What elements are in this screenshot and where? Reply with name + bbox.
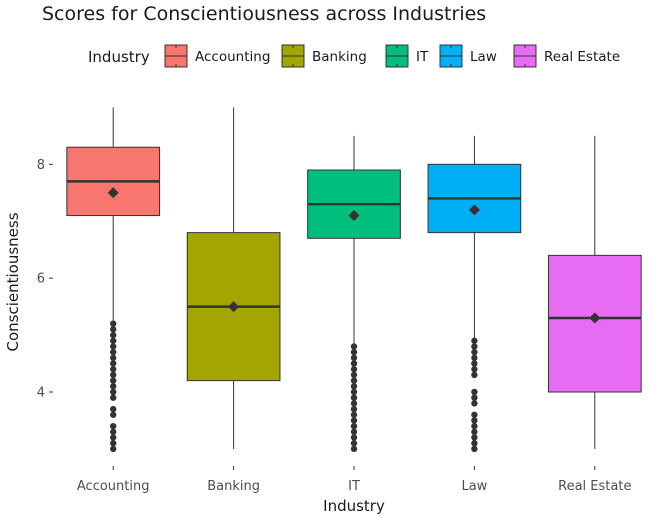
plot-area [66, 107, 642, 453]
outlier-point [350, 360, 358, 367]
legend-entry-accounting: Accounting [164, 44, 270, 68]
y-tick-label: 4 [37, 386, 45, 401]
y-tick-label: 6 [37, 272, 45, 287]
outlier-point [471, 434, 478, 441]
outlier-point [110, 331, 117, 339]
outlier-point [110, 343, 117, 350]
y-tick-label: 8 [37, 158, 45, 173]
outlier-point [110, 388, 117, 396]
x-tick-label: Real Estate [558, 479, 631, 494]
outlier-point [350, 428, 358, 436]
outlier-point [110, 348, 117, 356]
outlier-point [110, 434, 117, 441]
x-tick-label: IT [348, 479, 360, 494]
legend-entry-real-estate: Real Estate [513, 44, 620, 68]
legend-entry-it: IT [385, 44, 429, 68]
outlier-point [350, 400, 358, 407]
x-axis-title: Industry [323, 497, 385, 515]
outlier-point [350, 417, 358, 424]
chart-title: Scores for Conscientiousness across Indu… [42, 3, 486, 25]
outlier-point [471, 428, 478, 436]
outlier-point [110, 360, 117, 367]
legend-label: IT [416, 49, 429, 65]
legend-entry-banking: Banking [281, 44, 367, 68]
outlier-point [350, 405, 358, 413]
legend-label: Banking [312, 49, 367, 65]
legend-label: Accounting [195, 49, 270, 65]
outlier-point [350, 383, 358, 390]
mean-marker [589, 312, 601, 324]
outlier-point [110, 366, 117, 373]
y-axis: 4 6 8 [37, 158, 53, 401]
outlier-point [350, 422, 358, 430]
x-tick-label: Accounting [77, 479, 150, 494]
boxplot-banking [186, 107, 281, 449]
outlier-point [350, 354, 358, 362]
outlier-point [350, 440, 358, 447]
outlier-point [471, 388, 478, 396]
outlier-point [471, 417, 478, 424]
outlier-point [471, 360, 478, 367]
outlier-point [471, 411, 478, 418]
mean-marker [107, 187, 119, 199]
outlier-point [350, 388, 358, 396]
boxplot-it [307, 135, 401, 453]
outlier-point [110, 371, 117, 379]
boxplot-law [427, 135, 522, 453]
mean-marker [468, 204, 480, 216]
outlier-point [471, 440, 478, 447]
outlier-point [110, 383, 117, 390]
mean-marker [228, 301, 240, 313]
mean-marker [348, 210, 360, 222]
outlier-point [471, 422, 478, 430]
outlier-point [110, 445, 117, 453]
outlier-point [350, 377, 358, 384]
outlier-point [110, 428, 117, 436]
legend-title: Industry [88, 48, 150, 66]
outlier-point [471, 366, 478, 373]
outlier-point [350, 394, 358, 401]
x-tick-label: Law [461, 479, 487, 494]
outlier-point [110, 440, 117, 447]
outlier-point [350, 348, 358, 356]
outlier-point [350, 343, 358, 350]
outlier-point [110, 411, 117, 418]
outlier-point [350, 445, 358, 453]
outlier-point [471, 348, 478, 356]
outlier-point [350, 371, 358, 379]
outlier-point [110, 405, 117, 413]
outlier-point [110, 337, 117, 344]
boxplot-real-estate [547, 135, 642, 449]
outlier-point [350, 411, 358, 418]
outlier-point [471, 354, 478, 362]
legend-entry-law: Law [439, 44, 497, 68]
legend-label: Real Estate [544, 49, 620, 65]
y-axis-title: Conscientiousness [4, 212, 22, 351]
outlier-point [350, 366, 358, 373]
outlier-point [471, 445, 478, 453]
outlier-point [110, 354, 117, 362]
outlier-point [110, 422, 117, 430]
outlier-point [471, 343, 478, 350]
outlier-point [471, 400, 478, 407]
box [547, 254, 642, 393]
x-axis: Accounting Banking IT Law Real Estate [77, 466, 631, 494]
legend-label: Law [470, 49, 497, 65]
outlier-point [110, 394, 117, 401]
outlier-point [110, 320, 117, 327]
boxplot-accounting [66, 107, 161, 453]
outlier-point [110, 377, 117, 384]
outlier-point [471, 337, 478, 344]
x-tick-label: Banking [207, 479, 260, 494]
outlier-point [350, 434, 358, 441]
outlier-point [471, 394, 478, 401]
legend: Industry Accounting Banking IT Law Real Esta… [88, 44, 620, 68]
outlier-point [471, 371, 478, 379]
outlier-point [110, 326, 117, 333]
